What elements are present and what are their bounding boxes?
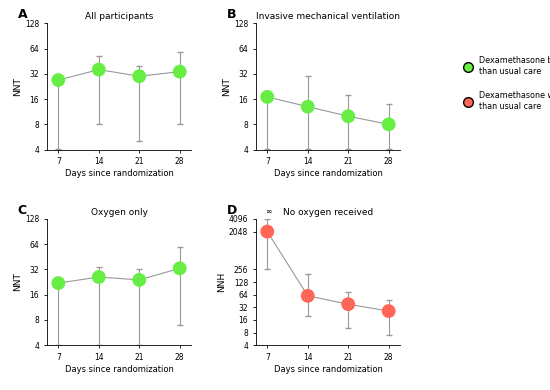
Point xyxy=(175,69,184,75)
Point xyxy=(384,308,393,314)
Text: $\infty$: $\infty$ xyxy=(265,207,272,216)
Point xyxy=(135,73,144,79)
Legend: Dexamethasone better
than usual care, Dexamethasone worse
than usual care: Dexamethasone better than usual care, De… xyxy=(456,53,550,114)
Point xyxy=(304,104,312,110)
Y-axis label: NNH: NNH xyxy=(217,272,226,292)
Point xyxy=(344,113,353,119)
Text: B: B xyxy=(227,8,236,21)
Text: D: D xyxy=(227,204,237,217)
Point xyxy=(263,94,272,100)
Text: C: C xyxy=(18,204,27,217)
Point xyxy=(135,277,144,283)
Point xyxy=(95,66,103,73)
Title: No oxygen received: No oxygen received xyxy=(283,208,373,217)
Y-axis label: NNT: NNT xyxy=(13,77,22,96)
X-axis label: Days since randomization: Days since randomization xyxy=(273,365,382,374)
Title: Oxygen only: Oxygen only xyxy=(91,208,147,217)
Y-axis label: NNT: NNT xyxy=(222,77,231,96)
Text: A: A xyxy=(18,8,28,21)
Point xyxy=(175,265,184,271)
X-axis label: Days since randomization: Days since randomization xyxy=(64,169,173,178)
X-axis label: Days since randomization: Days since randomization xyxy=(273,169,382,178)
Point xyxy=(54,280,63,286)
Title: Invasive mechanical ventilation: Invasive mechanical ventilation xyxy=(256,12,400,21)
X-axis label: Days since randomization: Days since randomization xyxy=(64,365,173,374)
Point xyxy=(344,301,353,307)
Point xyxy=(304,293,312,299)
Point xyxy=(263,229,272,235)
Title: All participants: All participants xyxy=(85,12,153,21)
Y-axis label: NNT: NNT xyxy=(13,273,22,291)
Point xyxy=(95,274,103,280)
Point xyxy=(384,121,393,128)
Point xyxy=(54,77,63,83)
